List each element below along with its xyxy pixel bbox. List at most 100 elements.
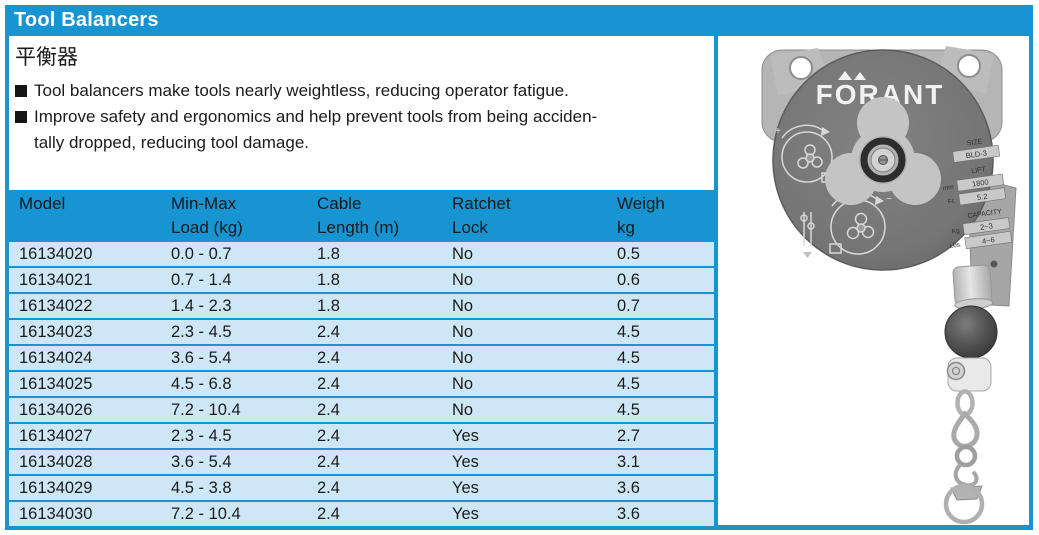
column-header-model: Model (19, 194, 66, 213)
table-row: 16134022 1.4 - 2.3 1.8 No 0.7 (9, 292, 714, 318)
table-cell-load: 4.5 - 6.8 (171, 375, 232, 393)
bullet-text-line1: Improve safety and ergonomics and help p… (34, 107, 598, 126)
kg-label: Kg (951, 227, 960, 235)
table-cell-cable: 2.4 (317, 323, 340, 341)
table-header-row: Model Min-Max Load (kg) Cable Length (m)… (9, 190, 714, 240)
ft-value: 5.2 (976, 192, 988, 202)
cable-assembly (943, 264, 998, 525)
lift-label: LIFT (971, 166, 987, 175)
table-cell-ratchet: No (452, 297, 474, 315)
table-row: 16134024 3.6 - 5.4 2.4 No 4.5 (9, 344, 714, 370)
table-cell-load: 0.0 - 0.7 (171, 245, 232, 263)
table-cell-weight: 4.5 (617, 375, 640, 393)
reel-diagram-top: + (775, 124, 834, 183)
table-cell-cable: 2.4 (317, 401, 340, 419)
table-cell-cable: 2.4 (317, 505, 340, 523)
tension-knob (825, 97, 941, 205)
table-cell-model: 16134021 (19, 271, 93, 289)
table-cell-ratchet: Yes (452, 505, 479, 523)
table-row: 16134027 2.3 - 4.5 2.4 Yes 2.7 (9, 422, 714, 448)
table-cell-load: 0.7 - 1.4 (171, 271, 232, 289)
table-cell-cable: 2.4 (317, 453, 340, 471)
table-cell-ratchet: No (452, 271, 474, 289)
crown-icon (838, 71, 852, 80)
table-cell-ratchet: No (452, 349, 474, 367)
bullet-text-line2: tally dropped, reducing tool damage. (34, 133, 310, 152)
bullet-item: Improve safety and ergonomics and help p… (15, 104, 714, 156)
table-cell-cable: 1.8 (317, 297, 340, 315)
table-cell-load: 4.5 - 3.8 (171, 479, 232, 497)
snap-hook-ring (943, 483, 985, 525)
product-photo: FORANT + (761, 46, 1017, 525)
content-frame: 平衡器 Tool balancers make tools nearly wei… (5, 36, 1033, 530)
table-cell-cable: 2.4 (317, 349, 340, 367)
table-body: 16134020 0.0 - 0.7 1.8 No 0.5 16134021 0.7 - 1… (9, 240, 714, 526)
ball-stopper (944, 305, 998, 359)
square-bullet-icon (15, 111, 27, 123)
table-cell-model: 16134027 (19, 427, 93, 445)
table-cell-ratchet: No (452, 245, 474, 263)
table-cell-load: 3.6 - 5.4 (171, 453, 232, 471)
table-cell-model: 16134026 (19, 401, 93, 419)
minus-mark: − (886, 194, 892, 205)
lbs-label: Lbs. (949, 241, 962, 250)
cable-anchor-diagram (800, 212, 815, 258)
ft-label: Ft. (948, 198, 957, 206)
table-row: 16134029 4.5 - 3.8 2.4 Yes 3.6 (9, 474, 714, 500)
table-cell-weight: 4.5 (617, 323, 640, 341)
size-label: SIZE (966, 138, 983, 147)
table-row: 16134025 4.5 - 6.8 2.4 No 4.5 (9, 370, 714, 396)
table-cell-model: 16134030 (19, 505, 93, 523)
column-header-ratchet: Ratchet Lock (452, 194, 511, 237)
table-cell-model: 16134022 (19, 297, 93, 315)
table-cell-weight: 2.7 (617, 427, 640, 445)
table-cell-weight: 3.6 (617, 479, 640, 497)
table-cell-load: 7.2 - 10.4 (171, 505, 241, 523)
chinese-subtitle: 平衡器 (15, 45, 78, 69)
chain-ring (954, 444, 978, 468)
table-cell-cable: 1.8 (317, 245, 340, 263)
table-row: 16134021 0.7 - 1.4 1.8 No 0.6 (9, 266, 714, 292)
table-cell-weight: 0.5 (617, 245, 640, 263)
table-cell-weight: 3.1 (617, 453, 640, 471)
table-cell-weight: 4.5 (617, 401, 640, 419)
table-cell-weight: 4.5 (617, 349, 640, 367)
table-cell-model: 16134028 (19, 453, 93, 471)
table-row: 16134026 7.2 - 10.4 2.4 No 4.5 (9, 396, 714, 422)
capacity-label: CAPACITY (967, 208, 1002, 220)
teardrop-link (951, 410, 980, 449)
table-row: 16134020 0.0 - 0.7 1.8 No 0.5 (9, 240, 714, 266)
mm-value: 1800 (971, 177, 989, 188)
table-cell-cable: 2.4 (317, 427, 340, 445)
bullet-text: Tool balancers make tools nearly weightl… (34, 81, 569, 100)
bullet-item: Tool balancers make tools nearly weightl… (15, 78, 714, 104)
bullet-list: Tool balancers make tools nearly weightl… (15, 78, 714, 156)
table-cell-ratchet: Yes (452, 427, 479, 445)
column-header-load: Min-Max Load (kg) (171, 194, 243, 237)
table-cell-ratchet: No (452, 323, 474, 341)
table-cell-cable: 1.8 (317, 271, 340, 289)
table-cell-load: 7.2 - 10.4 (171, 401, 241, 419)
table-cell-model: 16134024 (19, 349, 93, 367)
lbs-value: 4~6 (981, 235, 995, 246)
mount-hole-right (957, 54, 981, 78)
table-row: 16134030 7.2 - 10.4 2.4 Yes 3.6 (9, 500, 714, 526)
clamp-screw-icon (946, 361, 966, 381)
table-cell-ratchet: Yes (452, 479, 479, 497)
table-cell-cable: 2.4 (317, 375, 340, 393)
table-cell-load: 3.6 - 5.4 (171, 349, 232, 367)
size-value: BLD-3 (965, 148, 987, 160)
table-cell-weight: 0.6 (617, 271, 640, 289)
table-row: 16134028 3.6 - 5.4 2.4 Yes 3.1 (9, 448, 714, 474)
table-cell-ratchet: Yes (452, 453, 479, 471)
spec-table: Model Min-Max Load (kg) Cable Length (m)… (9, 190, 714, 526)
column-header-cable: Cable Length (m) (317, 194, 400, 237)
table-cell-weight: 3.6 (617, 505, 640, 523)
square-bullet-icon (15, 85, 27, 97)
crown-icon (854, 72, 866, 80)
table-cell-load: 2.3 - 4.5 (171, 323, 232, 341)
nameplate: SIZE BLD-3 LIFT mm 1800 Ft. 5.2 CAPACITY… (942, 138, 1013, 250)
table-row: 16134023 2.3 - 4.5 2.4 No 4.5 (9, 318, 714, 344)
table-cell-ratchet: No (452, 375, 474, 393)
